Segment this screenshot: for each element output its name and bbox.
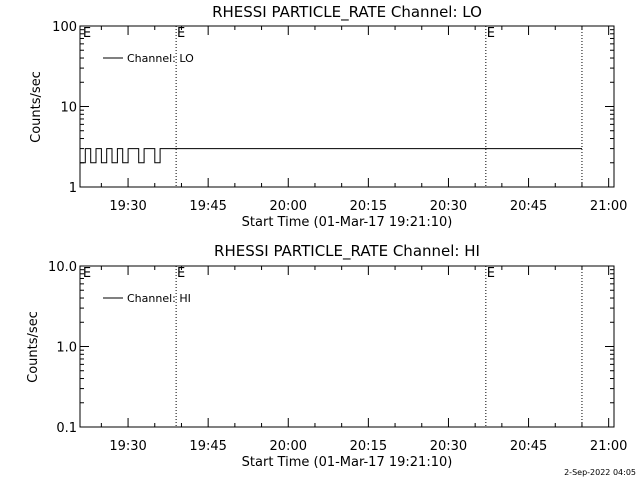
x-tick-label: 19:45	[189, 439, 226, 454]
x-axis-label: Start Time (01-Mar-17 19:21:10)	[242, 215, 453, 230]
chart-title: RHESSI PARTICLE_RATE Channel: LO	[212, 3, 482, 22]
x-tick-label: 20:45	[510, 199, 547, 214]
corner-marker-label: E	[83, 266, 91, 281]
data-series	[80, 148, 582, 164]
x-tick-label: 20:15	[350, 199, 387, 214]
x-tick-label: 21:00	[590, 199, 627, 214]
plot-panel-lo: RHESSI PARTICLE_RATE Channel: LO Counts/…	[29, 3, 627, 230]
event-marker-label: E	[177, 26, 185, 41]
plot-panel-hi: RHESSI PARTICLE_RATE Channel: HI Counts/…	[26, 242, 627, 470]
x-tick-label: 20:15	[350, 439, 387, 454]
chart-title: RHESSI PARTICLE_RATE Channel: HI	[214, 242, 480, 261]
y-tick-label: 0.1	[56, 421, 77, 436]
event-marker-label: E	[177, 266, 185, 281]
x-tick-label: 20:00	[270, 199, 307, 214]
x-tick-label: 20:30	[430, 439, 467, 454]
x-tick-label: 20:00	[270, 439, 307, 454]
x-tick-label: 19:30	[109, 199, 146, 214]
event-marker-label: E	[487, 266, 495, 281]
x-tick-label: 21:00	[590, 439, 627, 454]
axis-ticks: 19:30 19:45 20:00 20:15 20:30 20:45 21:00 0.1 1.…	[48, 260, 627, 454]
x-tick-label: 19:45	[189, 199, 226, 214]
x-tick-label: 19:30	[109, 439, 146, 454]
axis-ticks: 19:30 19:45 20:00 20:15 20:30 20:45 21:00 1 10 10…	[52, 20, 627, 214]
y-axis-label: Counts/sec	[26, 311, 41, 383]
corner-marker-label: E	[83, 26, 91, 41]
y-tick-label: 1	[69, 181, 77, 196]
x-axis-label: Start Time (01-Mar-17 19:21:10)	[242, 455, 453, 470]
y-tick-label: 10	[60, 101, 77, 116]
y-tick-label: 100	[52, 20, 77, 35]
event-marker-label: E	[487, 26, 495, 41]
y-tick-label: 10.0	[48, 260, 77, 275]
series-line	[80, 148, 582, 164]
legend-label: Channel: HI	[127, 292, 191, 305]
x-tick-label: 20:30	[430, 199, 467, 214]
legend-label: Channel: LO	[127, 52, 194, 65]
y-axis-label: Counts/sec	[29, 71, 44, 143]
x-tick-label: 20:45	[510, 439, 547, 454]
y-tick-label: 1.0	[56, 341, 77, 356]
footer-timestamp: 2-Sep-2022 04:05	[564, 468, 636, 477]
